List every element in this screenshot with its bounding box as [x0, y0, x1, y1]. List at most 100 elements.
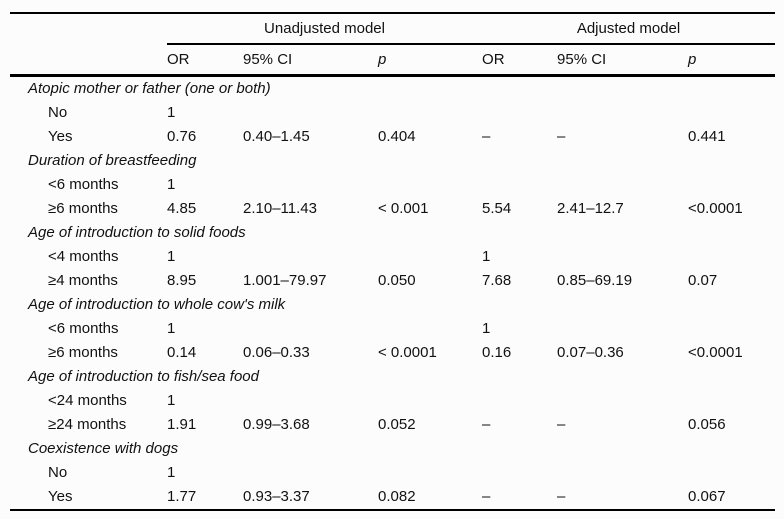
value-cell: –	[482, 488, 491, 505]
value-cell: 2.10–11.43	[243, 200, 317, 217]
value-cell	[688, 101, 775, 125]
value-cell	[243, 173, 378, 197]
col-header-ci-adjusted: 95% CI	[557, 44, 689, 77]
table-row: <24 months 1	[10, 389, 775, 413]
section-title: Age of introduction to whole cow's milk	[28, 296, 286, 313]
section-title: Age of introduction to fish/sea food	[28, 368, 259, 385]
table-row: <4 months 1 1	[10, 245, 775, 269]
table-row: ≥6 months 4.85 2.10–11.43 < 0.001 5.54 2.41–1…	[10, 197, 775, 221]
value-cell: <0.0001	[688, 344, 743, 361]
section-title-row: Age of introduction to fish/sea food	[10, 365, 775, 389]
row-label: No	[48, 104, 68, 121]
value-cell	[688, 461, 775, 485]
value-cell	[688, 389, 775, 413]
value-cell	[482, 389, 557, 413]
model-header-row: Unadjusted model Adjusted model	[10, 13, 776, 45]
col-header-or-unadjusted: OR	[167, 44, 243, 77]
value-cell	[557, 173, 688, 197]
value-cell: 1	[167, 392, 176, 409]
value-cell: 0.404	[378, 128, 416, 145]
value-cell: –	[557, 488, 566, 505]
row-label: <6 months	[48, 320, 119, 337]
value-cell: < 0.0001	[378, 344, 437, 361]
unadjusted-model-header: Unadjusted model	[167, 13, 483, 45]
value-cell	[378, 461, 482, 485]
value-cell: 1.77	[167, 488, 197, 505]
value-cell: 1.001–79.97	[243, 272, 327, 289]
value-cell: –	[557, 128, 566, 145]
value-cell: 0.16	[482, 344, 512, 361]
value-cell	[688, 173, 775, 197]
value-cell: 1	[167, 320, 176, 337]
value-cell: 1	[482, 248, 491, 265]
value-cell	[482, 173, 557, 197]
row-label: No	[48, 464, 68, 481]
value-cell: 5.54	[482, 200, 512, 217]
value-cell	[688, 245, 775, 269]
row-label: ≥6 months	[48, 344, 118, 361]
row-label: ≥6 months	[48, 200, 118, 217]
col-header-p-adjusted: p	[688, 44, 776, 77]
value-cell	[482, 101, 557, 125]
value-cell: –	[557, 416, 566, 433]
value-cell: 1	[482, 320, 491, 337]
value-cell: < 0.001	[378, 200, 429, 217]
value-cell	[557, 317, 688, 341]
value-cell	[688, 317, 775, 341]
section-title-row: Atopic mother or father (one or both)	[10, 76, 775, 102]
row-label: <24 months	[48, 392, 127, 409]
value-cell	[557, 101, 688, 125]
value-cell: 1.91	[167, 416, 197, 433]
section-title: Age of introduction to solid foods	[28, 224, 246, 241]
table-row: ≥24 months 1.91 0.99–3.68 0.052 – – 0.056	[10, 413, 775, 437]
col-header-or-adjusted: OR	[482, 44, 558, 77]
value-cell: –	[482, 128, 491, 145]
row-label: ≥24 months	[48, 416, 127, 433]
section-title-row: Duration of breastfeeding	[10, 149, 775, 173]
row-label: <6 months	[48, 176, 119, 193]
table-row: Yes 1.77 0.93–3.37 0.082 – – 0.067	[10, 485, 775, 510]
table-row: Yes 0.76 0.40–1.45 0.404 – – 0.441	[10, 125, 775, 149]
value-cell	[378, 245, 482, 269]
value-cell: 0.14	[167, 344, 197, 361]
adjusted-model-header: Adjusted model	[482, 13, 776, 45]
row-label: Yes	[48, 488, 73, 505]
value-cell	[243, 245, 378, 269]
row-label: ≥4 months	[48, 272, 118, 289]
value-cell: 0.06–0.33	[243, 344, 310, 361]
section-title-row: Coexistence with dogs	[10, 437, 775, 461]
value-cell	[243, 389, 378, 413]
value-cell: 1	[167, 248, 176, 265]
regression-results-table: Unadjusted model Adjusted model OR 95% C…	[10, 12, 776, 511]
table-row: <6 months 1 1	[10, 317, 775, 341]
corner-cell	[10, 13, 167, 44]
value-cell: 1	[167, 176, 176, 193]
value-cell	[378, 173, 482, 197]
table-row: No 1	[10, 101, 775, 125]
value-cell: 0.99–3.68	[243, 416, 310, 433]
section-title: Duration of breastfeeding	[28, 152, 197, 169]
value-cell: 0.056	[688, 416, 726, 433]
table-row: ≥4 months 8.95 1.001–79.97 0.050 7.68 0.85–69…	[10, 269, 775, 293]
value-cell: 0.07–0.36	[557, 344, 624, 361]
table-row: ≥6 months 0.14 0.06–0.33 < 0.0001 0.16 0.07–0…	[10, 341, 775, 365]
section-title-row: Age of introduction to whole cow's milk	[10, 293, 775, 317]
value-cell	[378, 389, 482, 413]
table-row: <6 months 1	[10, 173, 775, 197]
value-cell: 0.76	[167, 128, 197, 145]
column-header-row: OR 95% CI p OR 95% CI p	[10, 44, 776, 77]
value-cell	[378, 317, 482, 341]
value-cell	[557, 461, 688, 485]
value-cell: 8.95	[167, 272, 197, 289]
value-cell: –	[482, 416, 491, 433]
section-title-row: Age of introduction to solid foods	[10, 221, 775, 245]
table-body: Atopic mother or father (one or both) No 1…	[10, 76, 775, 511]
value-cell: 7.68	[482, 272, 512, 289]
value-cell	[243, 101, 378, 125]
value-cell: <0.0001	[688, 200, 743, 217]
value-cell: 0.93–3.37	[243, 488, 310, 505]
value-cell: 2.41–12.7	[557, 200, 624, 217]
value-cell	[557, 389, 688, 413]
value-cell: 0.40–1.45	[243, 128, 310, 145]
